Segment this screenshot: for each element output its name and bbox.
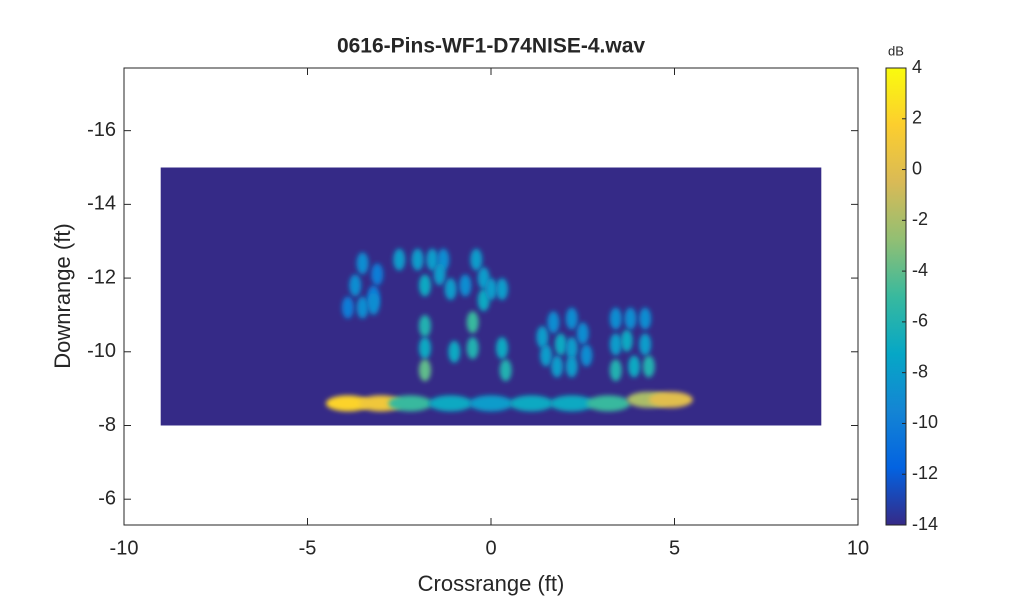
blob — [642, 355, 655, 378]
blob — [388, 395, 433, 412]
axes: -10 -5 0 5 10 -16 -14 -12 -10 -8 -6 -14 -12 -10 -8 -6 -4… — [87, 57, 938, 560]
blob — [418, 274, 431, 297]
blob — [609, 307, 622, 330]
colorbar-tick-label: -2 — [912, 209, 928, 229]
blob — [609, 359, 622, 382]
blob — [393, 248, 406, 271]
blob — [433, 263, 446, 286]
colorbar-tick-label: 4 — [912, 57, 922, 77]
blob — [459, 274, 472, 297]
blob — [428, 395, 473, 412]
blob — [418, 314, 431, 337]
y-axis-label: Downrange (ft) — [50, 223, 75, 369]
colorbar-tick-label: -6 — [912, 311, 928, 331]
blob — [648, 391, 693, 408]
blob — [554, 333, 567, 356]
blob — [547, 311, 560, 334]
blob — [444, 278, 457, 301]
colorbar-tick-label: -14 — [912, 514, 938, 534]
colorbar-tick-label: 0 — [912, 158, 922, 178]
y-tick-label: -14 — [87, 193, 116, 215]
blob — [609, 333, 622, 356]
x-axis-label: Crossrange (ft) — [418, 571, 565, 596]
colorbar-tick-label: 2 — [912, 108, 922, 128]
blob — [620, 329, 633, 352]
blob — [509, 395, 554, 412]
blob — [639, 307, 652, 330]
y-tick-label: -16 — [87, 119, 116, 141]
colorbar-box — [885, 67, 907, 526]
blob — [356, 252, 369, 275]
y-tick-label: -10 — [87, 340, 116, 362]
blob — [628, 355, 641, 378]
blob — [549, 395, 594, 412]
blob — [466, 337, 479, 360]
x-tick-label: -10 — [110, 537, 139, 559]
colorbar-tick-label: -8 — [912, 361, 928, 381]
blob — [639, 333, 652, 356]
blob — [551, 355, 564, 378]
blob — [418, 359, 431, 382]
blob — [540, 344, 553, 367]
x-tick-label: 0 — [485, 537, 496, 559]
y-tick-label: -12 — [87, 266, 116, 288]
x-tick-label: 5 — [669, 537, 680, 559]
y-tick-label: -8 — [98, 414, 116, 436]
blob — [565, 337, 578, 360]
colorbar-tick-label: -12 — [912, 463, 938, 483]
x-tick-label: 10 — [847, 537, 869, 559]
y-tick-label: -6 — [98, 487, 116, 509]
blob — [411, 248, 424, 271]
blob — [485, 278, 497, 301]
blob — [356, 296, 369, 319]
blob — [371, 263, 384, 286]
blob — [470, 248, 483, 271]
blob — [466, 311, 479, 334]
blob — [580, 344, 593, 367]
blob — [367, 292, 380, 315]
blob — [496, 337, 509, 360]
colorbar-tick-label: -4 — [912, 260, 928, 280]
blob — [565, 307, 578, 330]
blob — [418, 337, 431, 360]
plot-area — [160, 167, 822, 426]
colorbar-tick-label: -10 — [912, 412, 938, 432]
blob — [349, 274, 362, 297]
x-tick-label: -5 — [299, 537, 317, 559]
colorbar — [886, 68, 906, 525]
blob — [426, 248, 439, 271]
blob — [341, 296, 354, 319]
blob — [325, 395, 370, 412]
blob — [536, 326, 549, 349]
blob — [586, 395, 631, 412]
colorbar-label: dB — [888, 43, 904, 58]
blob — [624, 307, 637, 330]
blob — [565, 355, 578, 378]
blob — [496, 278, 509, 301]
blob — [469, 395, 513, 412]
blob — [448, 340, 461, 363]
blob — [576, 322, 589, 345]
blob — [499, 359, 512, 382]
chart-title: 0616-Pins-WF1-D74NISE-4.wav — [337, 35, 645, 58]
